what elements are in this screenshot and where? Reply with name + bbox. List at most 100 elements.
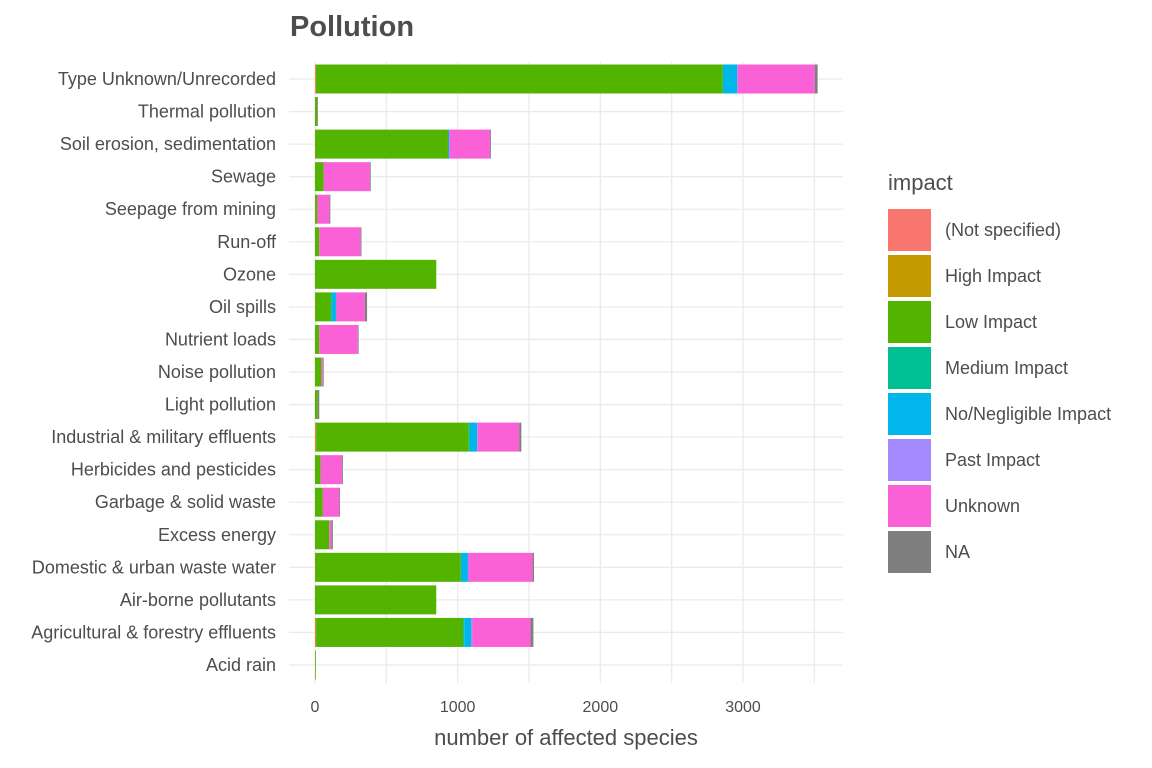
bar-segment xyxy=(315,292,331,322)
category-label: Excess energy xyxy=(158,525,276,545)
bar-segment xyxy=(317,390,320,420)
legend-key xyxy=(888,209,931,251)
bar-segment xyxy=(315,162,324,192)
category-label: Industrial & military effluents xyxy=(51,427,276,447)
bar-segment xyxy=(447,129,449,159)
bar-segment xyxy=(490,129,491,159)
bar-segment xyxy=(315,585,437,615)
bar-segment xyxy=(737,64,738,94)
bar-segment xyxy=(449,129,491,159)
bar-segment xyxy=(315,324,320,354)
bar-segment xyxy=(315,97,318,127)
bar-segment xyxy=(322,487,340,517)
bar-segment xyxy=(315,487,323,517)
bar-segment xyxy=(342,455,343,485)
bars xyxy=(315,64,818,680)
bar-segment xyxy=(315,194,318,224)
bar-segment xyxy=(530,617,534,647)
bar-segment xyxy=(335,292,337,322)
category-label: Thermal pollution xyxy=(138,102,276,122)
category-labels: Type Unknown/Unrecorded Thermal pollution… xyxy=(31,69,277,675)
legend-title: impact xyxy=(888,170,953,195)
bar-segment xyxy=(315,455,321,485)
bar-segment xyxy=(315,227,320,257)
bar-segment xyxy=(468,422,470,452)
bar-segment xyxy=(317,194,330,224)
chart-title: Pollution xyxy=(290,11,414,43)
bar-segment xyxy=(315,129,448,159)
bar-segment xyxy=(364,292,368,322)
bar-segment xyxy=(532,552,534,582)
bar-segment xyxy=(331,520,333,550)
bar-segment xyxy=(315,552,461,582)
bar-segment xyxy=(339,487,341,517)
category-label: Acid rain xyxy=(206,655,276,675)
x-axis-title: number of affected species xyxy=(434,725,698,750)
bar-segment xyxy=(330,292,332,322)
bar-segment xyxy=(814,64,818,94)
category-label: Ozone xyxy=(223,264,276,284)
category-label: Nutrient loads xyxy=(165,329,276,349)
bar-segment xyxy=(357,324,359,354)
category-label: Light pollution xyxy=(165,395,276,415)
bar-segment xyxy=(315,422,317,452)
bar-segment xyxy=(477,422,520,452)
bar-segment xyxy=(461,552,468,582)
bar-segment xyxy=(467,552,469,582)
bar-segment xyxy=(448,129,450,159)
bar-segment xyxy=(316,617,464,647)
category-label: Domestic & urban waste water xyxy=(32,557,276,577)
bar-segment xyxy=(472,617,531,647)
x-tick-labels: 0 1000 2000 3000 xyxy=(311,699,761,716)
bar-segment xyxy=(323,162,370,192)
bar-segment xyxy=(317,97,318,127)
legend-label: Medium Impact xyxy=(945,358,1068,378)
legend: impact (Not specified) High Impact Low Imp… xyxy=(888,170,1111,573)
category-label: Air-borne pollutants xyxy=(120,590,276,610)
legend-label: Past Impact xyxy=(945,450,1040,470)
bar-segment xyxy=(315,422,316,452)
bar-segment xyxy=(315,650,316,680)
bar-segment xyxy=(519,422,522,452)
category-label: Noise pollution xyxy=(158,362,276,382)
bar-segment xyxy=(319,227,361,257)
bar-segment xyxy=(329,520,332,550)
x-tick-label: 2000 xyxy=(583,699,619,716)
legend-key xyxy=(888,301,931,343)
bar-segment xyxy=(460,552,462,582)
legend-label: Unknown xyxy=(945,496,1020,516)
bar-segment xyxy=(329,194,331,224)
category-label: Run-off xyxy=(217,232,277,252)
bar-segment xyxy=(315,64,317,94)
bar-segment xyxy=(722,64,724,94)
bar-segment xyxy=(319,324,358,354)
bar-segment xyxy=(369,162,371,192)
x-tick-label: 0 xyxy=(311,699,320,716)
bar-segment xyxy=(315,357,322,387)
legend-key xyxy=(888,439,931,481)
bar-segment xyxy=(316,64,723,94)
legend-label: Low Impact xyxy=(945,312,1037,332)
bar-segment xyxy=(315,617,317,647)
legend-key xyxy=(888,485,931,527)
bar-segment xyxy=(449,129,450,159)
category-label: Herbicides and pesticides xyxy=(71,460,276,480)
category-label: Oil spills xyxy=(209,297,276,317)
bar-segment xyxy=(321,357,323,387)
category-label: Agricultural & forestry effluents xyxy=(31,622,276,642)
bar-segment xyxy=(320,455,343,485)
bar-segment xyxy=(469,422,478,452)
x-tick-label: 3000 xyxy=(725,699,761,716)
legend-key xyxy=(888,255,931,297)
legend-key xyxy=(888,347,931,389)
bar-segment xyxy=(723,64,738,94)
legend-key xyxy=(888,393,931,435)
bar-segment xyxy=(336,292,365,322)
bar-segment xyxy=(331,292,336,322)
bar-segment xyxy=(463,617,465,647)
category-label: Seepage from mining xyxy=(105,199,276,219)
bar-segment xyxy=(316,422,469,452)
bar-segment xyxy=(315,520,330,550)
bar-segment xyxy=(477,422,478,452)
